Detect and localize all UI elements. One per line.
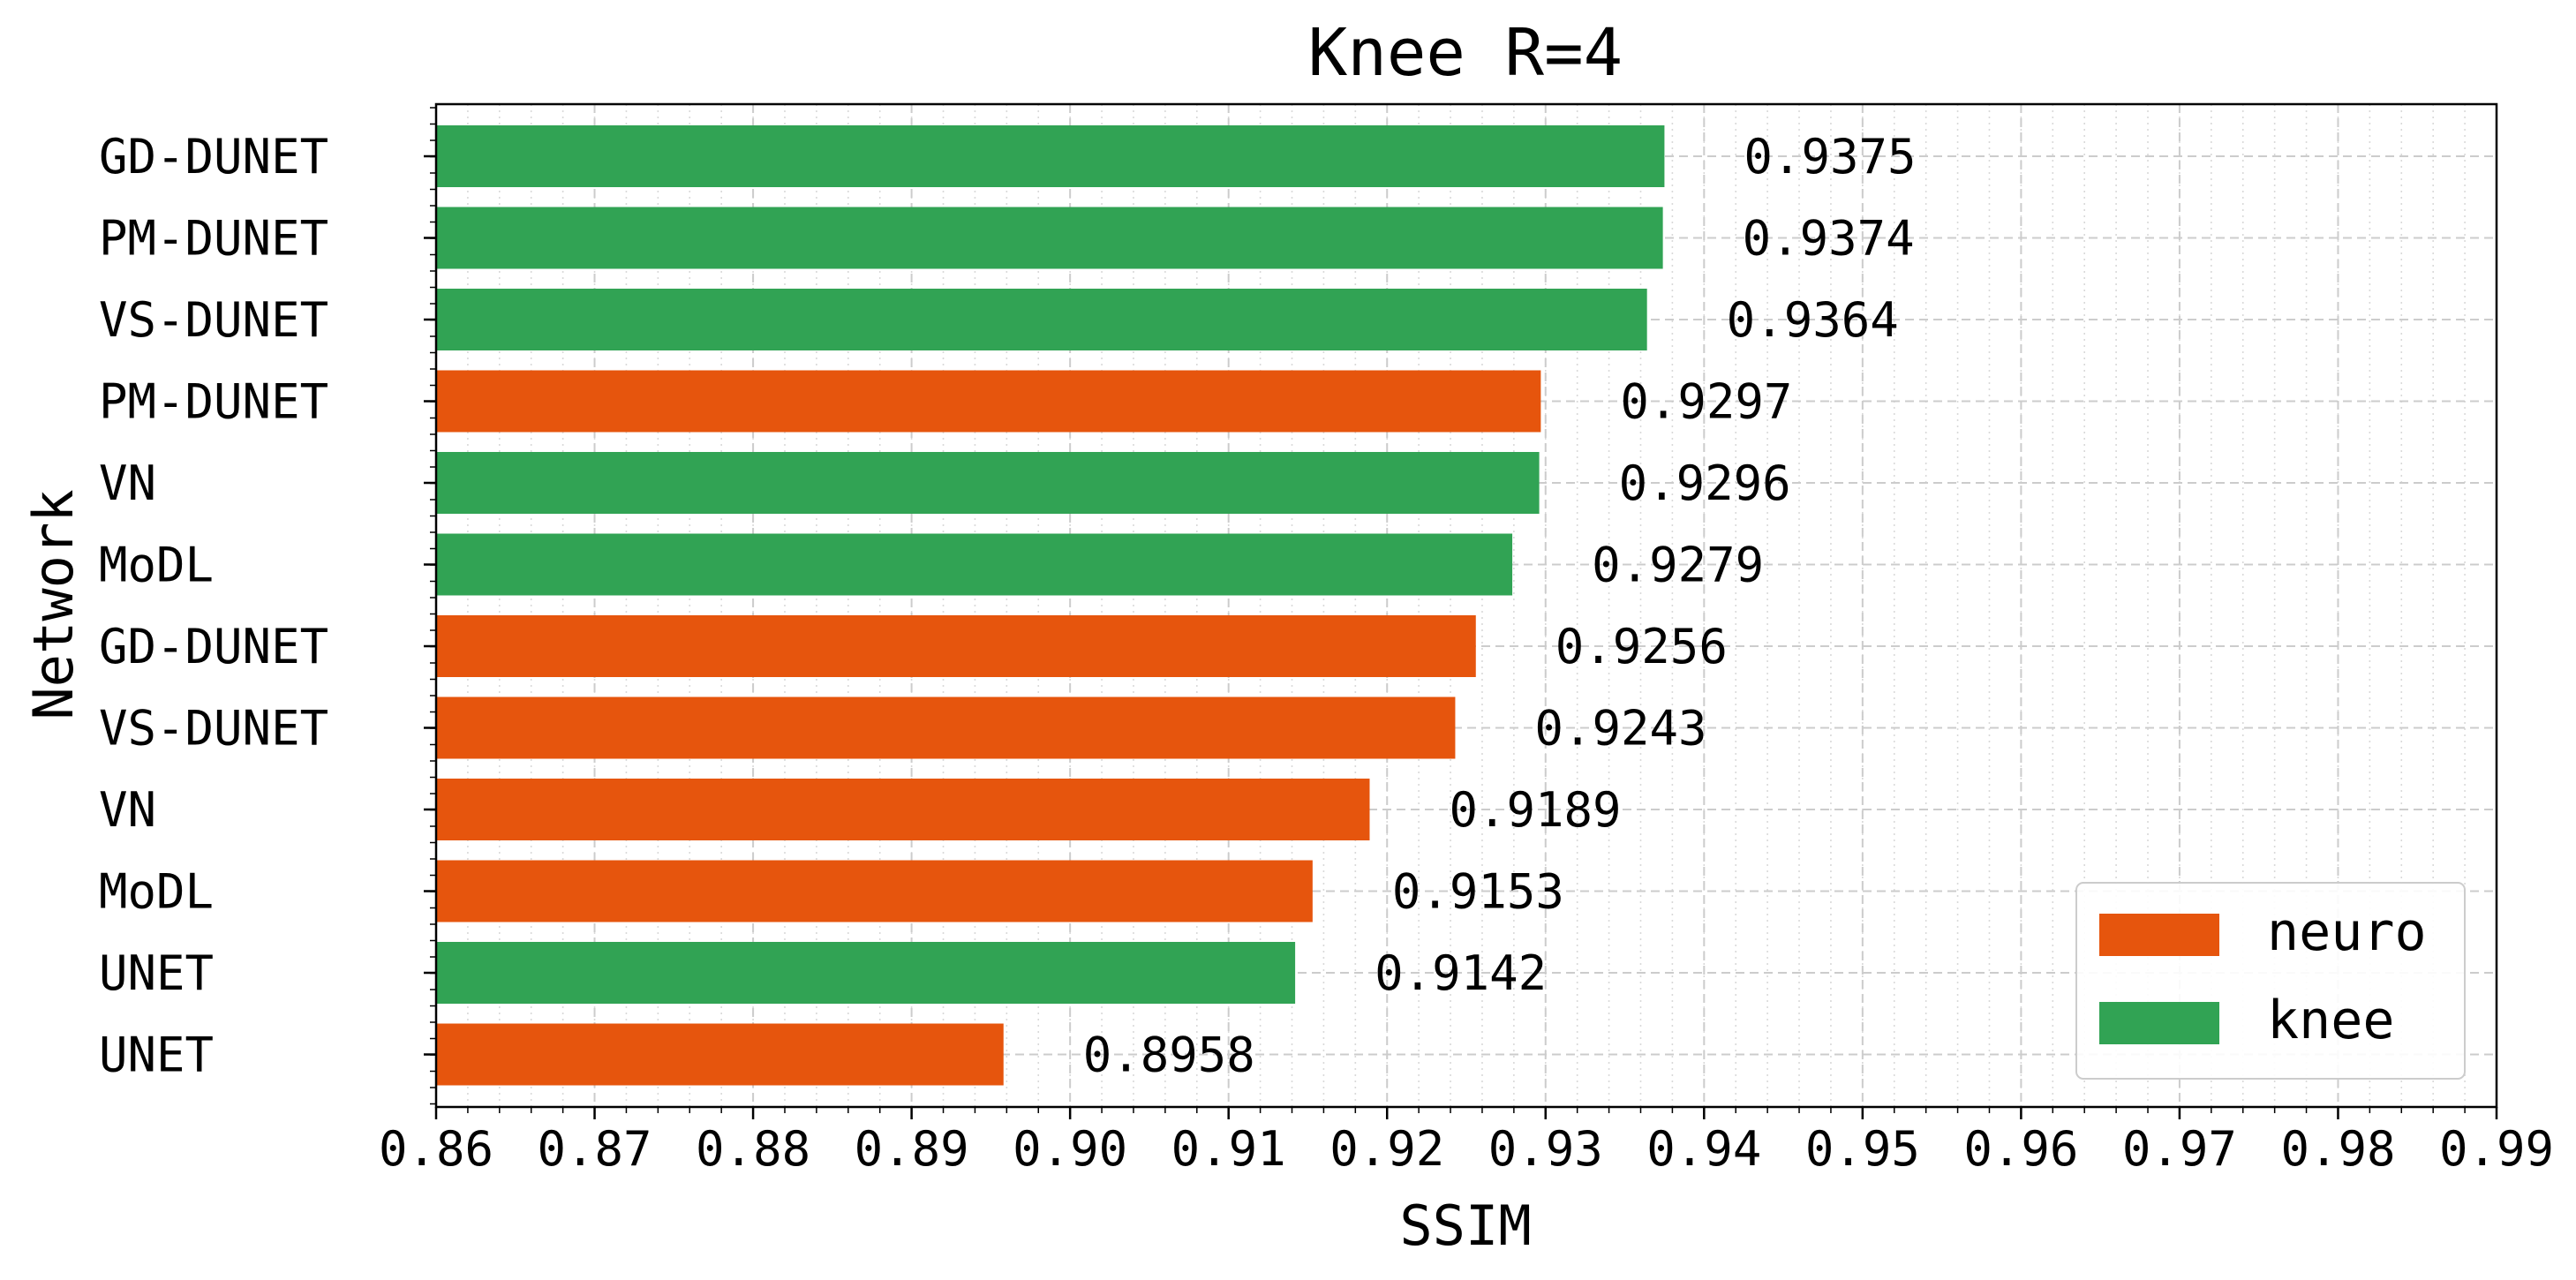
x-tick-label: 0.87: [538, 1121, 652, 1177]
plot-frame: [434, 102, 2498, 1109]
x-tick-label: 0.95: [1805, 1121, 1920, 1177]
bars: [436, 125, 1665, 1086]
y-tick-label: VS-DUNET: [99, 701, 328, 757]
x-tick-labels: 0.86 0.87 0.88 0.89 0.90 0.91 0.92 0.93 0.94 0.95…: [379, 1121, 2554, 1177]
bar-neuro: [436, 370, 1541, 433]
y-axis-label: Network: [21, 489, 86, 719]
bar-neuro: [436, 860, 1313, 922]
y-tick-label: VS-DUNET: [99, 292, 328, 348]
y-tick-label: UNET: [99, 945, 214, 1001]
y-tick-label: VN: [99, 782, 156, 838]
x-tick-label: 0.99: [2439, 1121, 2554, 1177]
x-tick-label: 0.93: [1488, 1121, 1603, 1177]
bar-value-label: 0.9279: [1592, 538, 1764, 593]
bar-value-label: 0.9256: [1555, 619, 1728, 674]
chart-title: Knee R=4: [1308, 15, 1623, 91]
x-tick-label: 0.89: [855, 1121, 969, 1177]
y-tick-label: MoDL: [99, 864, 214, 920]
bar-knee: [436, 942, 1296, 1004]
y-tick-label: PM-DUNET: [99, 374, 328, 430]
bar-neuro: [436, 696, 1456, 759]
axis-ticks: [424, 107, 2498, 1119]
x-tick-label: 0.88: [696, 1121, 810, 1177]
bar-knee: [436, 125, 1665, 187]
bar-value-labels: 0.9375 0.9374 0.9364 0.9297 0.9296 0.9279 0.92…: [1083, 129, 1917, 1083]
x-tick-label: 0.98: [2280, 1121, 2395, 1177]
legend-label-knee: knee: [2267, 990, 2395, 1051]
bar-value-label: 0.9189: [1449, 782, 1621, 838]
x-tick-label: 0.97: [2122, 1121, 2237, 1177]
bar-value-label: 0.9296: [1619, 456, 1791, 511]
bar-value-label: 0.9375: [1744, 129, 1916, 184]
legend-swatch-knee: [2099, 1002, 2219, 1044]
bar-value-label: 0.9243: [1534, 701, 1706, 757]
bar-knee: [436, 533, 1513, 596]
legend: neuro knee: [2075, 882, 2466, 1080]
legend-swatch-neuro: [2099, 914, 2219, 956]
bar-knee: [436, 289, 1647, 350]
x-tick-label: 0.90: [1013, 1121, 1127, 1177]
grid-lines: [435, 104, 2497, 1107]
legend-label-neuro: neuro: [2267, 901, 2427, 963]
y-tick-labels: GD-DUNET PM-DUNET VS-DUNET PM-DUNET VN MoDL GD…: [99, 129, 328, 1083]
y-tick-label: GD-DUNET: [99, 129, 328, 184]
y-tick-label: UNET: [99, 1028, 214, 1083]
bar-value-label: 0.9374: [1743, 211, 1915, 267]
y-tick-label: GD-DUNET: [99, 619, 328, 674]
y-tick-label: MoDL: [99, 538, 214, 593]
x-tick-label: 0.92: [1329, 1121, 1444, 1177]
bar-value-label: 0.9142: [1375, 945, 1547, 1001]
bar-knee: [436, 207, 1663, 269]
x-axis-label: SSIM: [1399, 1193, 1531, 1258]
bar-value-label: 0.9153: [1392, 864, 1564, 920]
bar-knee: [436, 452, 1540, 514]
bar-neuro: [436, 1023, 1004, 1086]
x-tick-label: 0.96: [1963, 1121, 2078, 1177]
y-tick-label: VN: [99, 456, 156, 511]
y-tick-label: PM-DUNET: [99, 211, 328, 267]
x-tick-label: 0.91: [1171, 1121, 1286, 1177]
bar-value-label: 0.8958: [1083, 1028, 1255, 1083]
bar-neuro: [436, 779, 1370, 840]
bar-value-label: 0.9364: [1727, 292, 1899, 348]
x-tick-label: 0.86: [379, 1121, 493, 1177]
bar-value-label: 0.9297: [1620, 374, 1792, 430]
x-tick-label: 0.94: [1646, 1121, 1761, 1177]
bar-neuro: [436, 615, 1476, 677]
